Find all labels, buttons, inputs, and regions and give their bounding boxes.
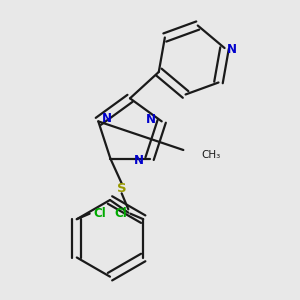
- Text: N: N: [102, 112, 112, 125]
- Text: N: N: [146, 113, 156, 126]
- Text: N: N: [227, 43, 237, 56]
- Text: N: N: [134, 154, 144, 167]
- Text: Cl: Cl: [93, 207, 106, 220]
- Text: CH₃: CH₃: [202, 150, 221, 160]
- Text: Cl: Cl: [114, 207, 127, 220]
- Text: S: S: [117, 182, 127, 195]
